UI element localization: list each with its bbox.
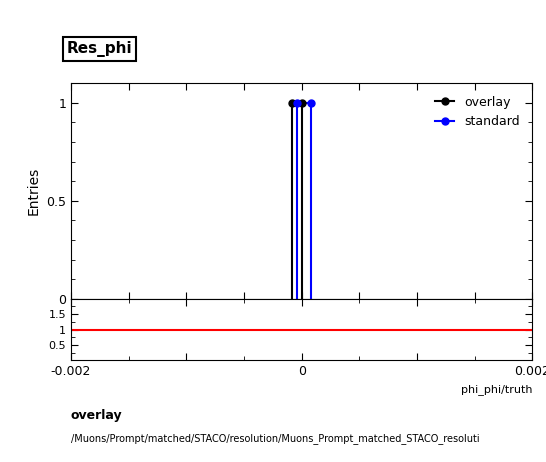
Legend: overlay, standard: overlay, standard <box>429 90 526 134</box>
Text: phi_phi/truth: phi_phi/truth <box>461 384 532 395</box>
Text: Res_phi: Res_phi <box>67 41 132 57</box>
Text: /Muons/Prompt/matched/STACO/resolution/Muons_Prompt_matched_STACO_resoluti: /Muons/Prompt/matched/STACO/resolution/M… <box>71 433 479 444</box>
Text: overlay: overlay <box>71 409 123 422</box>
Y-axis label: Entries: Entries <box>27 167 40 215</box>
